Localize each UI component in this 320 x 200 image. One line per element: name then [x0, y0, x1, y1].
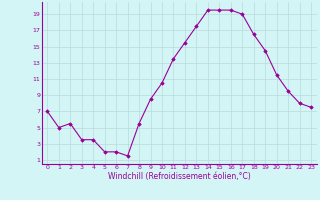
X-axis label: Windchill (Refroidissement éolien,°C): Windchill (Refroidissement éolien,°C)	[108, 172, 251, 181]
